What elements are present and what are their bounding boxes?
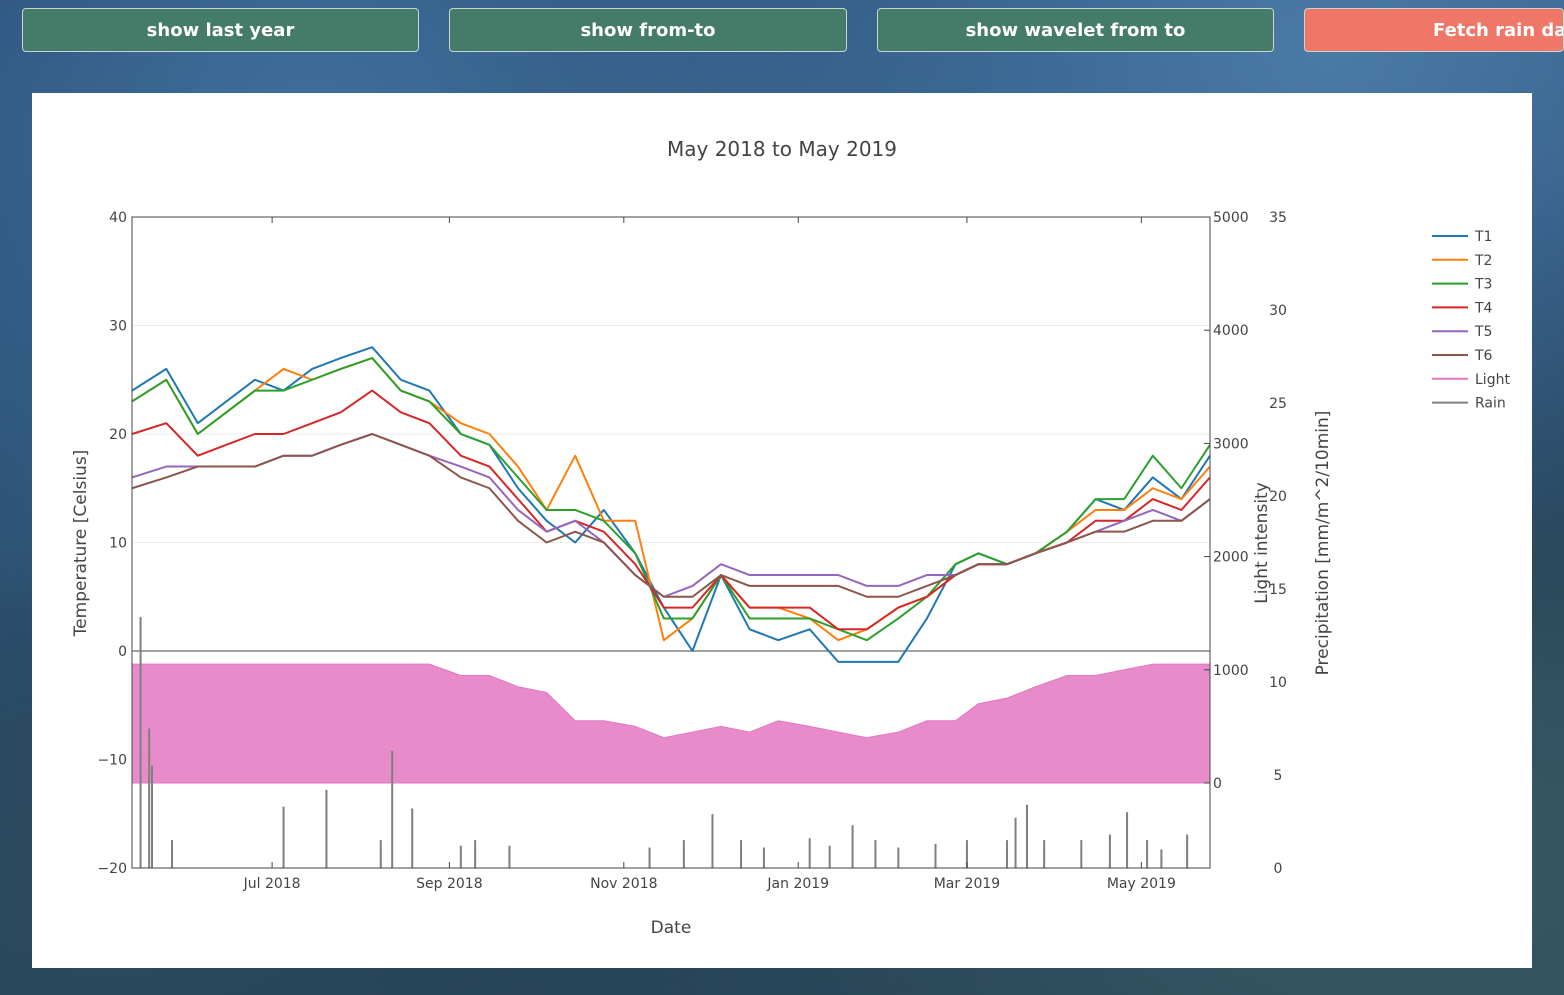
legend-item-rain[interactable]: Rain xyxy=(1432,396,1506,412)
legend[interactable]: T1 T2 T3 T4 T5 T6 Light Rain xyxy=(1432,229,1510,412)
y-tick-label: 40 xyxy=(109,210,127,226)
show-wavelet-button[interactable]: show wavelet from to xyxy=(877,8,1274,52)
light-series xyxy=(131,663,1211,784)
y3-tick-label: 10 xyxy=(1269,675,1287,691)
legend-label: T3 xyxy=(1474,277,1492,293)
show-from-to-button[interactable]: show from-to xyxy=(449,8,847,52)
legend-item-t5[interactable]: T5 xyxy=(1432,324,1492,340)
legend-item-t6[interactable]: T6 xyxy=(1432,348,1493,364)
series-lines xyxy=(131,346,1211,868)
y-tick-label: 20 xyxy=(109,427,127,443)
y2-tick-label: 4000 xyxy=(1213,323,1249,339)
y2-tick-label: 0 xyxy=(1213,776,1222,792)
y3-tick-label: 35 xyxy=(1269,210,1287,226)
legend-label: Rain xyxy=(1475,396,1506,412)
legend-label: Light xyxy=(1475,372,1510,388)
y-tick-label: 0 xyxy=(118,644,127,660)
legend-label: T2 xyxy=(1474,253,1492,269)
legend-item-light[interactable]: Light xyxy=(1432,372,1510,388)
legend-label: T1 xyxy=(1474,229,1492,245)
legend-label: T5 xyxy=(1474,324,1492,340)
timeseries-chart: 40 30 20 10 0 −10 −20 5000 4000 3000 2000 1000 0 35 30… xyxy=(71,137,1510,938)
y3-tick-label: 20 xyxy=(1269,489,1287,505)
legend-item-t2[interactable]: T2 xyxy=(1432,253,1492,269)
series-t6 xyxy=(131,433,1211,598)
x-tick-label: May 2019 xyxy=(1107,876,1176,892)
y-tick-label: 30 xyxy=(109,319,127,335)
x-tick-label: Sep 2018 xyxy=(416,876,482,892)
y-tick-label: 10 xyxy=(109,536,127,552)
y3-tick-label: 5 xyxy=(1274,768,1283,784)
series-t1 xyxy=(131,346,1211,663)
fetch-rain-data-button[interactable]: Fetch rain data xyxy=(1304,8,1564,52)
y2-tick-label: 2000 xyxy=(1213,550,1249,566)
x-tick-label: Jan 2019 xyxy=(766,876,829,892)
tick-labels: 40 30 20 10 0 −10 −20 5000 4000 3000 2000 1000 0 35 30… xyxy=(97,210,1286,892)
y3-tick-label: 15 xyxy=(1269,582,1287,598)
y-tick-label: −10 xyxy=(97,753,127,769)
x-tick-label: Jul 2018 xyxy=(243,876,301,892)
y3-tick-label: 0 xyxy=(1274,861,1283,877)
series-t2 xyxy=(131,357,1211,642)
plot-frame xyxy=(131,216,1211,869)
legend-item-t3[interactable]: T3 xyxy=(1432,277,1492,293)
y2-tick-label: 5000 xyxy=(1213,210,1249,226)
show-last-year-button[interactable]: show last year xyxy=(22,8,419,52)
legend-label: T4 xyxy=(1474,300,1493,316)
axes xyxy=(131,216,1211,869)
y3-tick-label: 25 xyxy=(1269,396,1287,412)
x-axis-title: Date xyxy=(651,918,692,938)
y3-axis-title: Precipitation [mm/m^2/10min] xyxy=(1313,411,1333,676)
legend-label: T6 xyxy=(1474,348,1493,364)
y2-tick-label: 3000 xyxy=(1213,436,1249,452)
x-tick-label: Mar 2019 xyxy=(934,876,1001,892)
series-t3 xyxy=(131,357,1211,642)
y2-axis-title: Light intensity xyxy=(1252,482,1272,604)
y-axis-title: Temperature [Celsius] xyxy=(71,450,91,638)
series-t5 xyxy=(131,433,1211,598)
y-tick-label: −20 xyxy=(97,861,127,877)
chart-panel: 40 30 20 10 0 −10 −20 5000 4000 3000 2000 1000 0 35 30… xyxy=(32,93,1532,968)
chart-title: May 2018 to May 2019 xyxy=(667,137,897,161)
legend-item-t4[interactable]: T4 xyxy=(1432,300,1493,316)
y3-tick-label: 30 xyxy=(1269,303,1287,319)
y2-tick-label: 1000 xyxy=(1213,663,1249,679)
legend-item-t1[interactable]: T1 xyxy=(1432,229,1492,245)
x-tick-label: Nov 2018 xyxy=(590,876,657,892)
